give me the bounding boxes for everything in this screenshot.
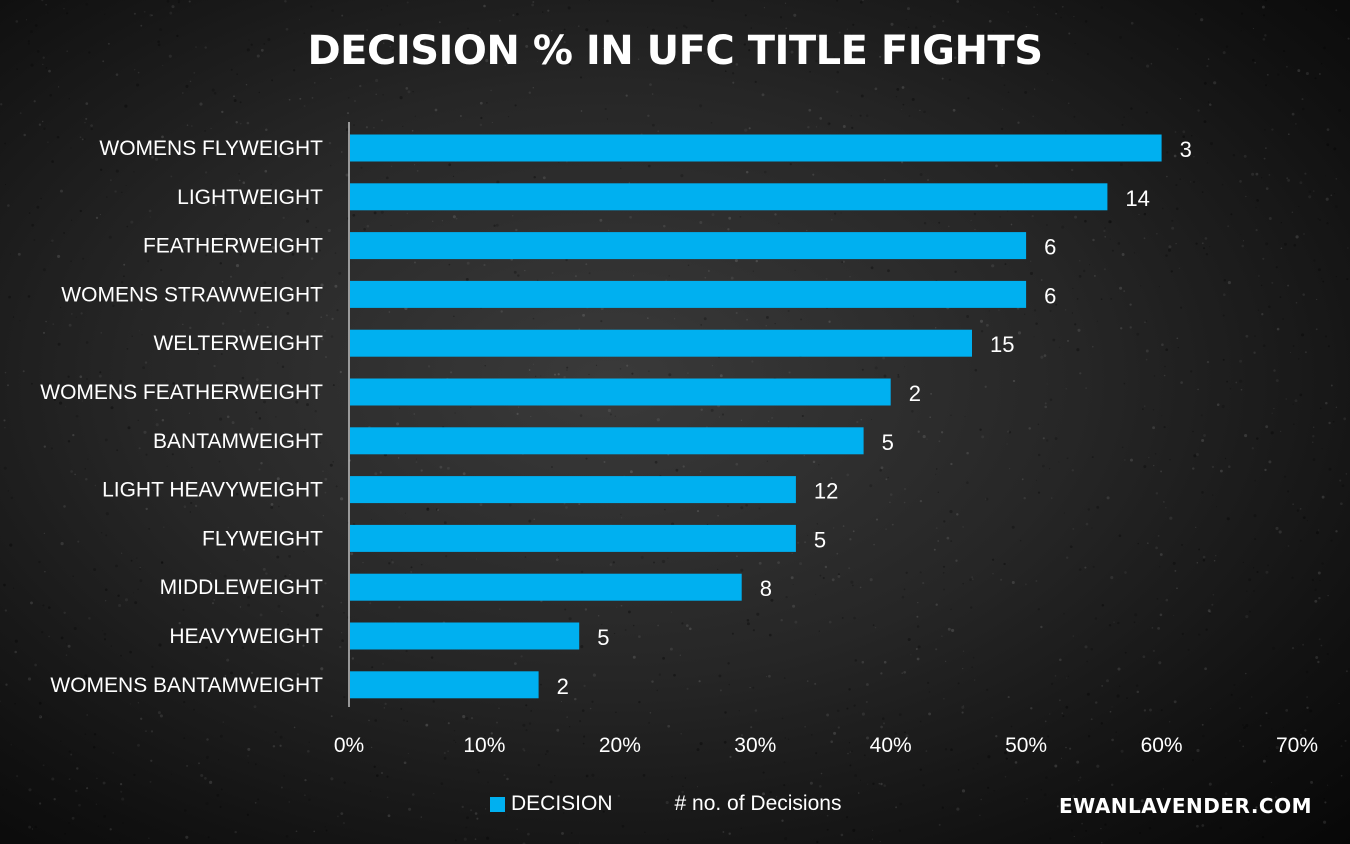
bar <box>350 329 972 357</box>
category-label: WOMENS BANTAMWEIGHT <box>50 674 323 697</box>
category-label: BANTAMWEIGHT <box>153 430 323 453</box>
data-label: 5 <box>597 625 609 650</box>
x-tick-label: 40% <box>870 734 912 757</box>
category-label: WOMENS FEATHERWEIGHT <box>40 381 323 404</box>
bar <box>350 524 796 552</box>
category-label: FEATHERWEIGHT <box>143 235 323 258</box>
bar <box>350 476 796 504</box>
bar <box>350 183 1108 211</box>
category-label: WOMENS STRAWWEIGHT <box>61 283 323 306</box>
x-tick-label: 0% <box>334 734 364 757</box>
category-label: HEAVYWEIGHT <box>169 625 323 648</box>
x-tick-label: 50% <box>1005 734 1047 757</box>
legend-swatch <box>490 796 505 812</box>
data-label: 15 <box>990 332 1014 357</box>
category-label: LIGHTWEIGHT <box>177 186 323 209</box>
data-label: 6 <box>1044 235 1056 260</box>
legend: DECISION # no. of Decisions <box>490 790 841 818</box>
data-label: 2 <box>557 674 569 699</box>
data-label: 5 <box>814 527 826 552</box>
bar <box>350 134 1162 162</box>
category-label: WELTERWEIGHT <box>153 332 323 355</box>
watermark: EWANLAVENDER.COM <box>1059 794 1312 818</box>
category-label: FLYWEIGHT <box>202 527 323 550</box>
category-label: LIGHT HEAVYWEIGHT <box>102 479 323 502</box>
bar <box>350 671 539 699</box>
category-label: WOMENS FLYWEIGHT <box>99 137 323 160</box>
x-tick-label: 60% <box>1141 734 1183 757</box>
legend-series-label: DECISION <box>511 792 613 815</box>
bar <box>350 573 742 601</box>
chart-title: DECISION % IN UFC TITLE FIGHTS <box>307 28 1043 74</box>
bar <box>350 378 891 406</box>
bar <box>350 622 580 650</box>
data-label: 8 <box>760 576 772 601</box>
legend-count-label: # no. of Decisions <box>674 792 842 815</box>
bar <box>350 232 1027 260</box>
data-label: 14 <box>1125 186 1149 211</box>
x-tick-label: 30% <box>734 734 776 757</box>
bar <box>350 427 864 455</box>
bar <box>350 280 1027 308</box>
x-tick-label: 20% <box>599 734 641 757</box>
x-tick-label: 10% <box>463 734 505 757</box>
data-label: 5 <box>882 430 894 455</box>
data-label: 6 <box>1044 283 1056 308</box>
data-label: 3 <box>1180 137 1192 162</box>
data-label: 2 <box>909 381 921 406</box>
data-label: 12 <box>814 479 838 504</box>
category-label: MIDDLEWEIGHT <box>160 576 324 599</box>
x-tick-label: 70% <box>1276 734 1318 757</box>
